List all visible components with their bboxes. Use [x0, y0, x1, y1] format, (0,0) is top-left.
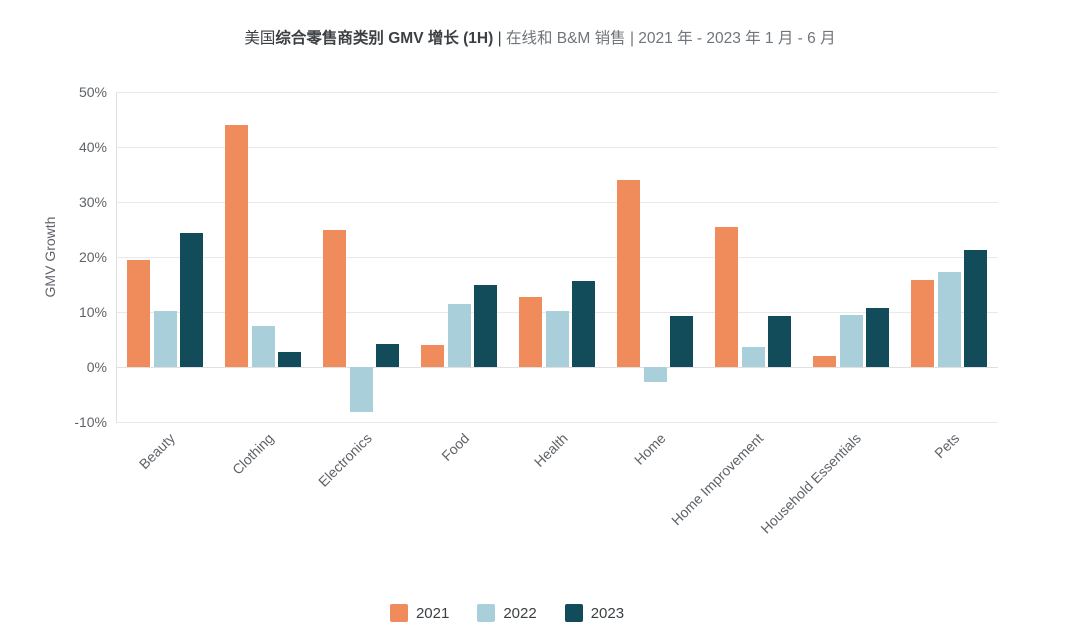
- legend-swatch-2023: [564, 604, 583, 622]
- bar-2023-home[interactable]: [670, 316, 693, 367]
- bar-2023-electronics[interactable]: [376, 343, 399, 367]
- x-axis-label-text: Beauty: [136, 430, 179, 473]
- bar-2023-food[interactable]: [474, 284, 497, 367]
- bar-2022-pets[interactable]: [937, 271, 961, 367]
- bar-2022-beauty[interactable]: [153, 311, 177, 367]
- title-main: 综合零售商类别 GMV 增长 (1H): [275, 30, 494, 47]
- bar-2022-food[interactable]: [447, 304, 471, 367]
- legend-label: 2021: [415, 604, 450, 622]
- bar-2022-clothing[interactable]: [251, 325, 275, 367]
- y-axis-tick-label: 50%: [78, 84, 107, 100]
- x-axis-label-text: Food: [438, 430, 473, 464]
- bar-2023-health[interactable]: [572, 281, 595, 367]
- bar-2022-health[interactable]: [545, 311, 569, 367]
- bar-2021-home-improvement[interactable]: [715, 226, 738, 367]
- bar-2023-pets[interactable]: [964, 249, 987, 367]
- x-axis-label-text: Pets: [931, 430, 963, 462]
- legend-item-2023[interactable]: 2023: [564, 604, 625, 622]
- legend-item-2021[interactable]: 2021: [389, 604, 450, 622]
- bar-2021-household-essentials[interactable]: [813, 356, 836, 367]
- bar-2021-beauty[interactable]: [127, 259, 150, 367]
- chart-title: 美国综合零售商类别 GMV 增长 (1H) | 在线和 B&M 销售 | 202…: [0, 26, 1080, 48]
- x-axis-label-text: Household Essentials: [757, 430, 865, 537]
- legend-label: 2023: [590, 604, 625, 622]
- y-axis-tick-label: 20%: [78, 249, 107, 265]
- bar-2021-pets[interactable]: [911, 279, 934, 367]
- x-axis-label-text: Health: [530, 430, 571, 470]
- legend-item-2022[interactable]: 2022: [477, 604, 537, 622]
- gridline: [116, 257, 998, 258]
- gridline: [116, 147, 998, 148]
- title-country: 美国: [244, 30, 276, 47]
- y-axis-tick-label: 0%: [86, 359, 107, 375]
- bar-2021-electronics[interactable]: [323, 229, 346, 367]
- bar-2022-home-improvement[interactable]: [741, 347, 765, 367]
- y-axis-tick-label: 30%: [78, 194, 107, 210]
- bar-2022-electronics[interactable]: [349, 367, 373, 413]
- bar-2021-health[interactable]: [519, 297, 542, 367]
- title-separator: |: [493, 30, 506, 47]
- x-axis-label-text: Clothing: [228, 430, 277, 478]
- bar-2021-clothing[interactable]: [225, 125, 248, 367]
- gridline: [116, 202, 998, 203]
- bar-2022-household-essentials[interactable]: [839, 314, 863, 367]
- gridline: [116, 92, 998, 93]
- y-axis-tick-label: -10%: [74, 414, 107, 430]
- bar-2023-home-improvement[interactable]: [768, 315, 791, 367]
- bar-2021-food[interactable]: [421, 345, 444, 367]
- legend: 2021 2022 2023: [0, 604, 1047, 622]
- gridline: [116, 422, 998, 423]
- y-axis-line: [116, 92, 117, 422]
- legend-label: 2022: [503, 604, 537, 622]
- bar-2022-home[interactable]: [643, 367, 667, 382]
- title-subtitle: 在线和 B&M 销售 | 2021 年 - 2023 年 1 月 - 6 月: [505, 30, 836, 47]
- gridline: [116, 367, 998, 368]
- x-axis-label-text: Home Improvement: [668, 430, 767, 529]
- y-axis-tick-label: 10%: [78, 304, 107, 320]
- x-axis-label-text: Electronics: [314, 430, 375, 490]
- x-axis-label-text: Home: [630, 430, 669, 468]
- bar-2023-clothing[interactable]: [278, 351, 301, 367]
- bar-2023-beauty[interactable]: [180, 233, 203, 367]
- bar-2023-household-essentials[interactable]: [866, 307, 889, 367]
- bar-2021-home[interactable]: [617, 180, 640, 367]
- legend-swatch-2021: [389, 604, 408, 622]
- legend-swatch-2022: [477, 604, 496, 622]
- y-axis-tick-label: 40%: [78, 139, 107, 155]
